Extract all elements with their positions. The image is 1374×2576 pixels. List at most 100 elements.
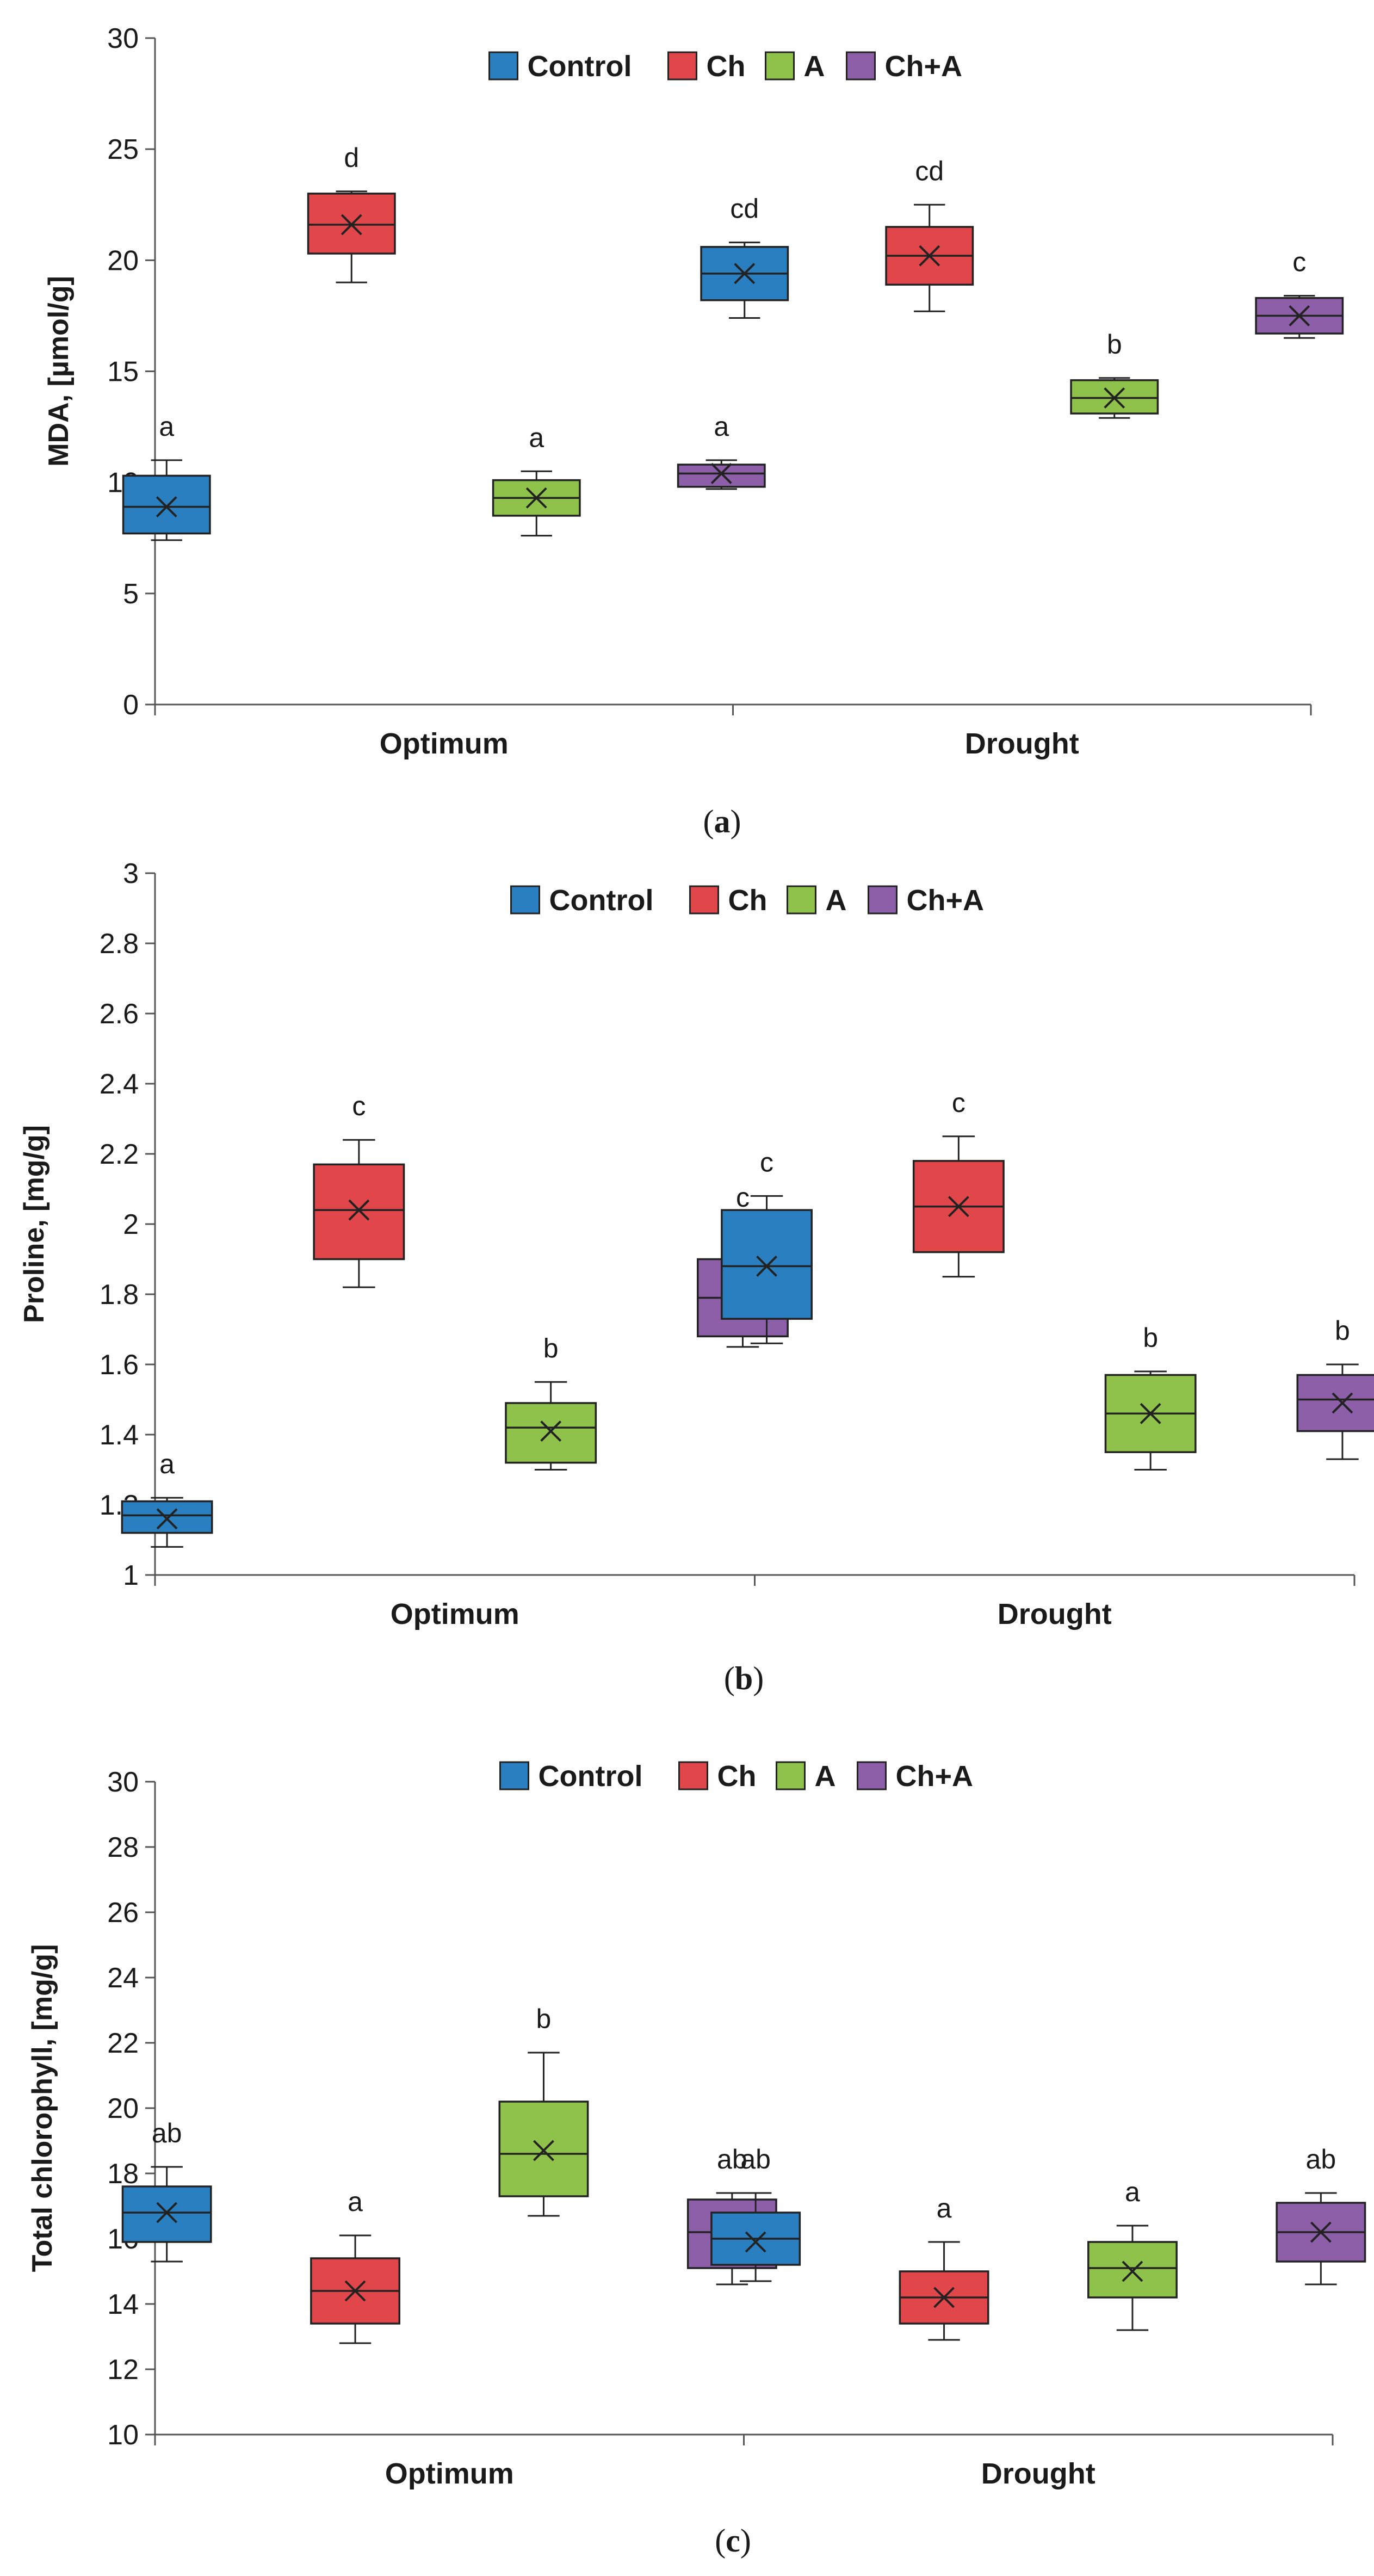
significance-letter: c xyxy=(952,1088,965,1118)
legend-label: Control xyxy=(528,50,632,83)
significance-letter: cd xyxy=(730,194,759,224)
significance-letter: ab xyxy=(717,2144,747,2175)
legend-swatch xyxy=(488,51,518,81)
y-tick-label: 25 xyxy=(107,134,139,165)
y-tick-label: 20 xyxy=(107,2093,139,2124)
y-axis-label: MDA, [µmol/g] xyxy=(43,276,75,467)
y-tick-label: 5 xyxy=(123,578,139,610)
mean-marker xyxy=(1332,1392,1353,1414)
mean-marker xyxy=(348,1199,370,1221)
mean-marker xyxy=(710,462,732,484)
significance-letter: d xyxy=(344,143,359,173)
mean-marker xyxy=(734,263,756,285)
caption-close: ) xyxy=(753,1660,764,1696)
box-body xyxy=(721,1209,813,1320)
mean-marker xyxy=(540,1420,562,1442)
significance-letter: a xyxy=(348,2186,363,2217)
significance-letter: a xyxy=(159,411,174,442)
legend-swatch xyxy=(846,51,876,81)
box-ch-optimum: a xyxy=(310,2186,400,2344)
box-control-optimum: ab xyxy=(121,2118,212,2263)
significance-letter: a xyxy=(529,422,544,453)
box-control-optimum: a xyxy=(121,1449,213,1548)
mean-marker xyxy=(533,2140,554,2161)
y-tick-label: 1 xyxy=(123,1560,139,1591)
significance-letter: a xyxy=(159,1449,175,1479)
y-tick-label: 24 xyxy=(107,1962,139,1994)
significance-letter: b xyxy=(536,2004,552,2034)
significance-letter: a xyxy=(937,2193,952,2223)
y-tick-label: 30 xyxy=(107,1766,139,1798)
box-ch-drought: a xyxy=(899,2193,989,2341)
y-tick-label: 3 xyxy=(123,858,139,889)
mean-marker xyxy=(156,496,177,517)
significance-letter: ab xyxy=(740,2144,771,2175)
box-ch-drought: c xyxy=(912,1088,1005,1278)
mean-marker xyxy=(1122,2260,1143,2282)
legend-label: Ch+A xyxy=(885,50,963,83)
significance-letter: ab xyxy=(1306,2144,1336,2175)
box-control-drought: c xyxy=(721,1147,813,1344)
box-body xyxy=(121,1500,213,1534)
x-category-label: Optimum xyxy=(380,727,509,760)
y-tick-label: 20 xyxy=(107,245,139,276)
box-ch-a-drought: c xyxy=(1255,247,1344,339)
box-ch-drought: cd xyxy=(885,156,974,312)
legend-label: Ch xyxy=(707,50,746,83)
box-a-drought: b xyxy=(1104,1323,1197,1471)
significance-letter: b xyxy=(1335,1315,1350,1346)
mean-marker xyxy=(156,1508,178,1530)
significance-letter: c xyxy=(760,1147,773,1177)
box-control-optimum: a xyxy=(122,411,211,541)
significance-letter: c xyxy=(736,1182,750,1213)
legend-label: Control xyxy=(539,1760,643,1793)
y-tick-label: 2.4 xyxy=(100,1068,139,1100)
box-body xyxy=(121,2185,212,2243)
box-a-optimum: a xyxy=(492,422,581,537)
significance-letter: a xyxy=(1125,2177,1140,2207)
significance-letter: b xyxy=(543,1333,559,1363)
box-ch-optimum: d xyxy=(307,143,396,283)
caption-open: ( xyxy=(715,2523,726,2559)
legend-label: A xyxy=(826,884,847,917)
legend-label: A xyxy=(804,50,825,83)
caption-close: ) xyxy=(731,804,741,839)
legend-label: Ch xyxy=(717,1760,757,1793)
x-category-label: Drought xyxy=(998,1598,1112,1630)
y-axis-label: Total chlorophyll, [mg/g] xyxy=(27,1944,58,2272)
panel-caption: (c) xyxy=(715,2523,751,2559)
significance-letter: c xyxy=(1292,247,1306,277)
y-tick-label: 22 xyxy=(107,2028,139,2059)
mean-marker xyxy=(1289,305,1310,326)
y-tick-label: 28 xyxy=(107,1832,139,1863)
box-a-optimum: b xyxy=(498,2004,589,2217)
box-body xyxy=(505,1402,597,1464)
box-a-drought: a xyxy=(1087,2177,1178,2331)
y-tick-label: 15 xyxy=(107,356,139,388)
significance-letter: cd xyxy=(915,156,944,186)
chart-panel-c: 1012141618202224262830OptimumDroughtTota… xyxy=(27,1760,1366,2559)
mean-marker xyxy=(919,245,940,267)
y-tick-label: 18 xyxy=(107,2158,139,2190)
legend: Control Ch A Ch+A xyxy=(510,884,985,917)
legend-label: Ch+A xyxy=(896,1760,974,1793)
legend-label: Ch+A xyxy=(907,884,985,917)
box-a-optimum: b xyxy=(505,1333,597,1471)
legend-swatch xyxy=(499,1761,529,1790)
y-axis-label: Proline, [mg/g] xyxy=(18,1125,50,1323)
box-ch-a-drought: ab xyxy=(1276,2144,1366,2285)
legend-label: Ch xyxy=(728,884,768,917)
y-tick-label: 10 xyxy=(107,2419,139,2451)
box-control-drought: cd xyxy=(700,194,789,319)
significance-letter: c xyxy=(352,1091,366,1121)
legend-swatch xyxy=(510,885,540,915)
y-tick-label: 2.6 xyxy=(100,998,139,1030)
box-control-drought: ab xyxy=(710,2144,801,2282)
box-a-drought: b xyxy=(1070,329,1159,419)
caption-letter: b xyxy=(735,1660,753,1696)
significance-letter: b xyxy=(1143,1323,1158,1353)
y-tick-label: 26 xyxy=(107,1897,139,1929)
mean-marker xyxy=(1104,387,1125,409)
x-category-label: Optimum xyxy=(385,2457,514,2490)
caption-letter: a xyxy=(714,804,731,839)
